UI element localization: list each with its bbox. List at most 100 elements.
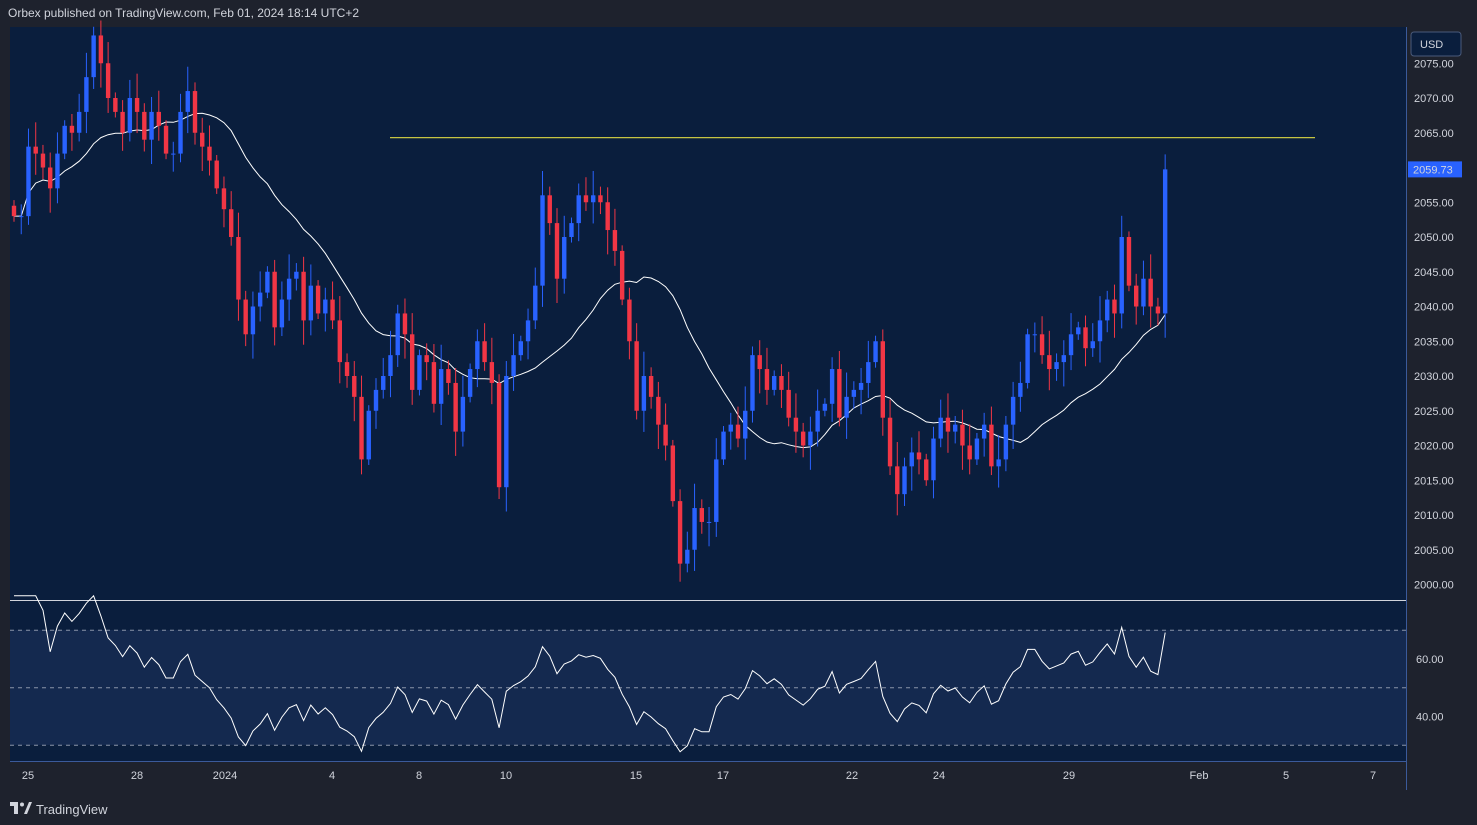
currency-button[interactable]: USD <box>1410 31 1462 57</box>
candle <box>619 245 625 306</box>
candle <box>605 187 610 255</box>
candle <box>945 393 951 453</box>
time-tick-label: 2024 <box>213 770 237 782</box>
candle <box>388 330 393 398</box>
candle <box>981 412 987 457</box>
rsi-levels <box>10 629 1406 746</box>
candle <box>1032 322 1038 353</box>
candle <box>547 186 552 235</box>
time-tick-label: 4 <box>329 770 335 782</box>
candle <box>200 117 205 171</box>
candle <box>728 412 733 450</box>
candle <box>1090 323 1095 357</box>
candle <box>446 360 451 395</box>
candle <box>735 406 741 448</box>
candle <box>757 340 762 394</box>
tradingview-brand[interactable]: TradingView <box>36 802 108 817</box>
candle <box>525 308 531 360</box>
candle <box>953 415 958 444</box>
candle <box>460 375 466 447</box>
candle <box>1155 297 1161 326</box>
candle <box>844 372 849 439</box>
candle <box>641 351 647 432</box>
candle <box>453 368 458 456</box>
candle <box>308 264 314 336</box>
candle <box>996 435 1001 488</box>
candle <box>1025 328 1030 389</box>
main-pane-background <box>10 27 1406 600</box>
candle <box>750 346 755 423</box>
candle <box>359 375 364 475</box>
candle <box>1061 340 1066 387</box>
rsi-axis-ticks[interactable]: 40.00 60.00 <box>1416 654 1444 724</box>
candle <box>156 90 161 141</box>
candle <box>540 170 545 307</box>
candle <box>938 399 943 448</box>
candle <box>214 154 219 194</box>
candle <box>113 92 118 118</box>
candle <box>33 122 38 175</box>
candle <box>250 291 256 359</box>
rsi-tick-label: 60.00 <box>1416 654 1444 666</box>
candle <box>352 361 357 422</box>
price-axis-ticks[interactable]: 2000.00 2005.00 2010.00 2015.00 2020.00 2025.… <box>1414 58 1454 591</box>
candle <box>808 416 813 470</box>
candle <box>627 287 632 360</box>
rsi-line <box>14 594 1166 753</box>
candle <box>1148 254 1153 328</box>
candle <box>916 431 922 475</box>
candle <box>467 363 473 403</box>
candle <box>381 357 386 399</box>
candle <box>576 183 581 242</box>
price-tick-label: 2045.00 <box>1414 267 1454 279</box>
tradingview-logo-icon <box>10 802 32 817</box>
moving-average-layer <box>14 112 1166 449</box>
time-tick-label: 17 <box>717 770 729 782</box>
footer: TradingView <box>10 802 108 817</box>
time-tick-label: 29 <box>1063 770 1075 782</box>
price-tick-label: 2000.00 <box>1414 580 1454 592</box>
candles-layer <box>11 20 1315 582</box>
candle <box>120 100 125 151</box>
price-tick-label: 2005.00 <box>1414 545 1454 557</box>
candle <box>26 128 31 225</box>
time-axis-ticks[interactable]: 25 28 2024 4 8 10 15 17 22 24 29 Feb 5 7 <box>22 770 1376 782</box>
candle <box>793 393 799 453</box>
candle <box>1018 361 1023 412</box>
candle <box>772 370 777 396</box>
candle <box>301 256 306 345</box>
candle <box>1054 353 1059 381</box>
candle <box>337 296 342 384</box>
candle <box>315 280 321 320</box>
candle <box>699 499 704 534</box>
candle <box>431 344 437 413</box>
candle <box>743 386 748 460</box>
candle <box>1105 290 1110 333</box>
price-tick-label: 2055.00 <box>1414 197 1454 209</box>
publisher-header: Orbex published on TradingView.com, Feb … <box>8 6 359 20</box>
candle <box>19 204 24 235</box>
candle <box>265 266 270 299</box>
time-tick-label: 24 <box>933 770 945 782</box>
candle <box>648 367 654 409</box>
candle <box>851 381 857 409</box>
candle <box>656 381 661 449</box>
candle <box>692 483 697 571</box>
candle <box>395 304 400 367</box>
candle <box>229 191 234 246</box>
candle <box>55 132 60 204</box>
candle <box>1083 315 1088 367</box>
price-tick-label: 2070.00 <box>1414 93 1454 105</box>
candle <box>931 426 936 499</box>
candle <box>76 93 82 142</box>
price-tick-label: 2025.00 <box>1414 406 1454 418</box>
candle <box>663 403 668 461</box>
candle <box>40 144 46 180</box>
time-tick-label: 15 <box>630 770 642 782</box>
candle <box>873 335 878 368</box>
candle <box>438 344 444 425</box>
candle <box>1068 313 1074 371</box>
candle <box>1119 215 1124 329</box>
time-tick-label: 5 <box>1283 770 1289 782</box>
